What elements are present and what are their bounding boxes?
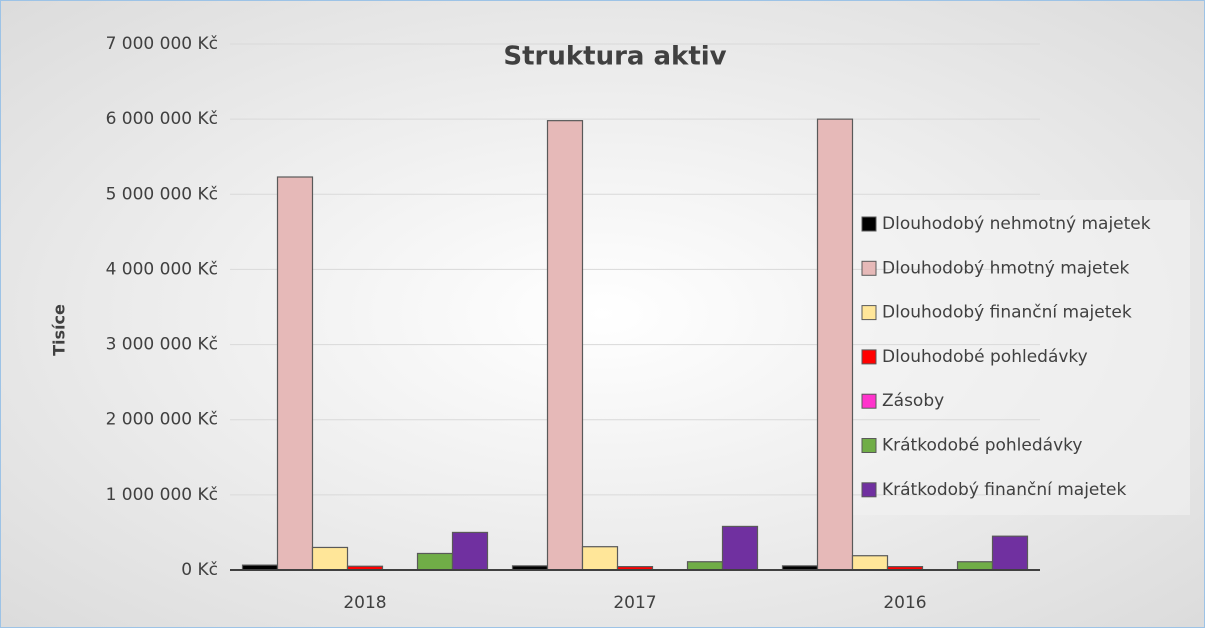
bar (581, 546, 619, 571)
y-tick-label: 3 000 000 Kč (106, 335, 218, 355)
legend-swatch (861, 216, 877, 232)
bar (546, 120, 584, 571)
legend-box (850, 200, 1190, 515)
legend-label: Krátkodobý finanční majetek (882, 480, 1127, 500)
legend-label: Dlouhodobý finanční majetek (882, 303, 1132, 323)
y-tick-label: 4 000 000 Kč (106, 259, 218, 279)
legend-label: Dlouhodobé pohledávky (882, 347, 1088, 367)
legend-swatch (861, 260, 877, 276)
legend-swatch (861, 305, 877, 321)
legend-swatch (861, 393, 877, 409)
bar (451, 531, 489, 571)
bar (311, 546, 349, 571)
bar (956, 561, 994, 571)
bar (721, 525, 759, 571)
y-axis-label: Tisíce (50, 304, 69, 356)
x-tick-label: 2017 (613, 593, 656, 613)
legend-swatch (861, 349, 877, 365)
bar (276, 176, 314, 571)
y-tick-label: 7 000 000 Kč (106, 34, 218, 54)
x-tick-label: 2018 (343, 593, 386, 613)
y-tick-label: 5 000 000 Kč (106, 184, 218, 204)
bar (991, 535, 1029, 571)
legend-swatch (861, 482, 877, 498)
bar (851, 555, 889, 571)
bar (686, 561, 724, 571)
legend-label: Dlouhodobý hmotný majetek (882, 258, 1130, 278)
y-tick-label: 0 Kč (181, 560, 218, 580)
legend-swatch (861, 438, 877, 453)
chart-title: Struktura aktiv (503, 42, 726, 72)
legend-label: Krátkodobé pohledávky (882, 436, 1082, 456)
legend-label: Zásoby (882, 391, 944, 411)
y-tick-label: 2 000 000 Kč (106, 410, 218, 430)
bar (416, 552, 454, 571)
legend-label: Dlouhodobý nehmotný majetek (882, 214, 1151, 234)
y-tick-label: 1 000 000 Kč (106, 485, 218, 505)
x-tick-label: 2016 (883, 593, 926, 613)
y-tick-label: 6 000 000 Kč (106, 109, 218, 129)
bar (816, 118, 854, 571)
